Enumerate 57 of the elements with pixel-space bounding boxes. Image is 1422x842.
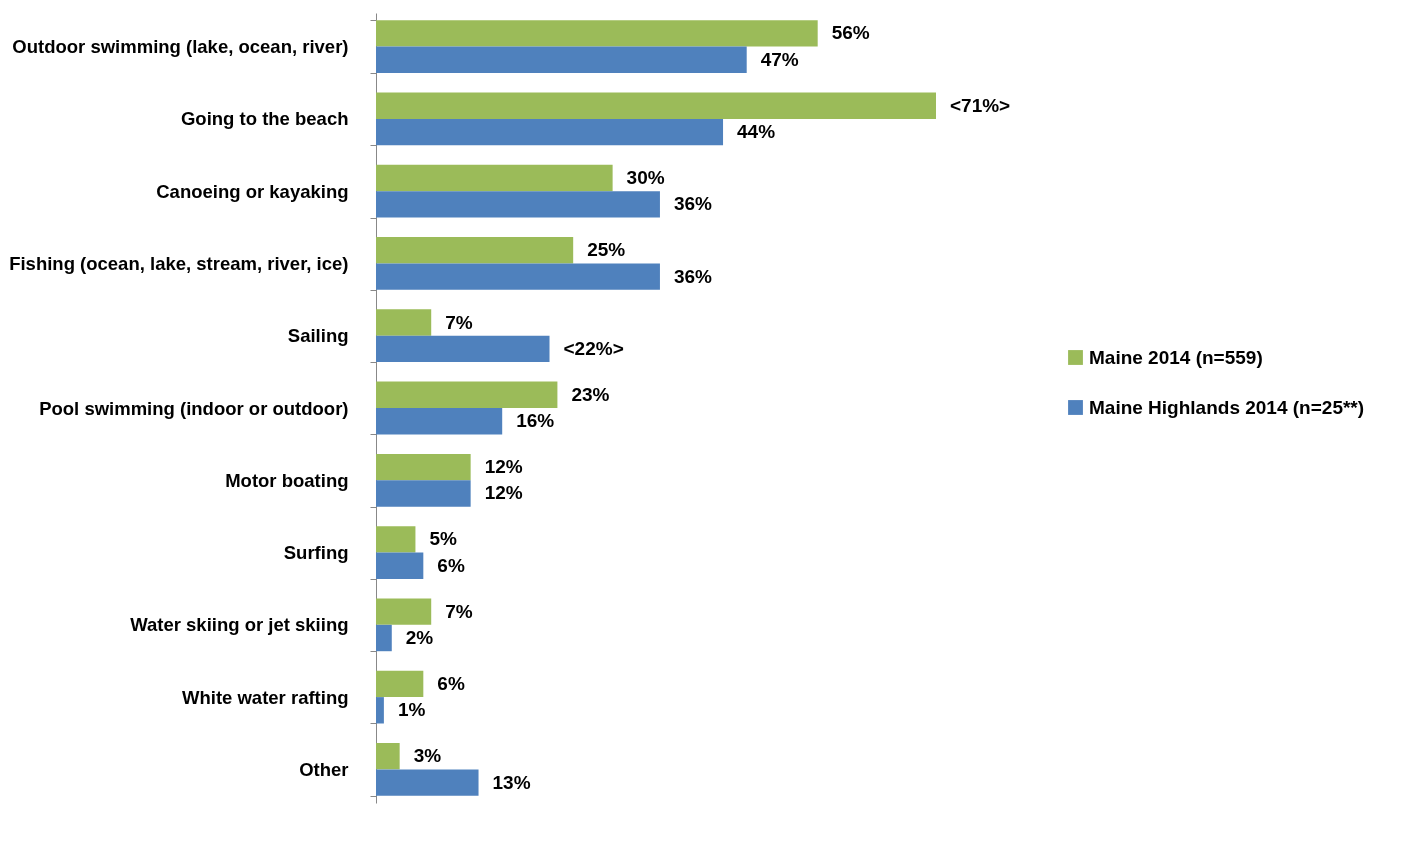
data-label: 12% (484, 456, 523, 478)
bar (376, 408, 503, 435)
y-tick-label: Pool swimming (indoor or outdoor) (39, 397, 349, 419)
data-label: 36% (673, 265, 713, 287)
bar (376, 381, 558, 408)
bar (376, 769, 479, 796)
bar (376, 237, 574, 264)
data-label: 6% (437, 672, 465, 694)
data-label: 16% (516, 410, 555, 432)
legend-label: Maine Highlands 2014 (n=25**) (1089, 396, 1365, 418)
y-tick-label: Going to the beach (180, 108, 349, 130)
data-label: 47% (760, 48, 799, 70)
data-label: 44% (737, 121, 776, 143)
legend-label: Maine 2014 (n=559) (1089, 346, 1263, 368)
y-tick-label: Water skiing or jet skiing (130, 614, 349, 636)
bar (376, 598, 432, 625)
y-tick-label: Motor boating (225, 469, 349, 491)
bar (376, 480, 471, 507)
data-label: 6% (437, 554, 465, 576)
data-label: 1% (397, 699, 426, 721)
bar (376, 335, 550, 363)
bar (376, 92, 936, 119)
data-label: 30% (626, 166, 665, 188)
y-tick-label: Fishing (ocean, lake, stream, river, ice) (9, 252, 349, 274)
y-tick-label: Outdoor swimming (lake, ocean, river) (12, 36, 349, 58)
data-label: 23% (571, 383, 610, 405)
bar (376, 697, 384, 724)
data-label: 2% (405, 627, 434, 649)
data-label: 13% (492, 771, 531, 793)
data-label: <71%> (950, 94, 1011, 116)
y-tick-label: Canoeing or kayaking (156, 180, 349, 202)
bar (376, 164, 613, 192)
data-label: 12% (484, 482, 523, 504)
bar (376, 743, 400, 770)
data-label: <22%> (563, 337, 624, 359)
bar (376, 309, 432, 336)
bar (376, 20, 818, 47)
bar (376, 552, 424, 579)
bar (376, 263, 660, 290)
data-label: 7% (445, 600, 473, 622)
bar (376, 46, 747, 73)
y-tick-label: White water rafting (181, 686, 349, 708)
data-label: 3% (413, 745, 442, 767)
bar (376, 670, 424, 698)
bar (376, 526, 416, 553)
data-label: 5% (429, 528, 457, 550)
y-tick-label: Surfing (283, 542, 349, 564)
bar (376, 453, 471, 481)
data-label: 25% (587, 239, 626, 261)
bar (376, 191, 660, 218)
y-tick-label: Other (299, 758, 349, 780)
data-label: 7% (445, 311, 473, 333)
y-tick-label: Sailing (287, 325, 349, 347)
data-label: 56% (831, 22, 870, 44)
bar (376, 624, 392, 652)
data-label: 36% (673, 193, 713, 215)
bar (376, 118, 724, 146)
